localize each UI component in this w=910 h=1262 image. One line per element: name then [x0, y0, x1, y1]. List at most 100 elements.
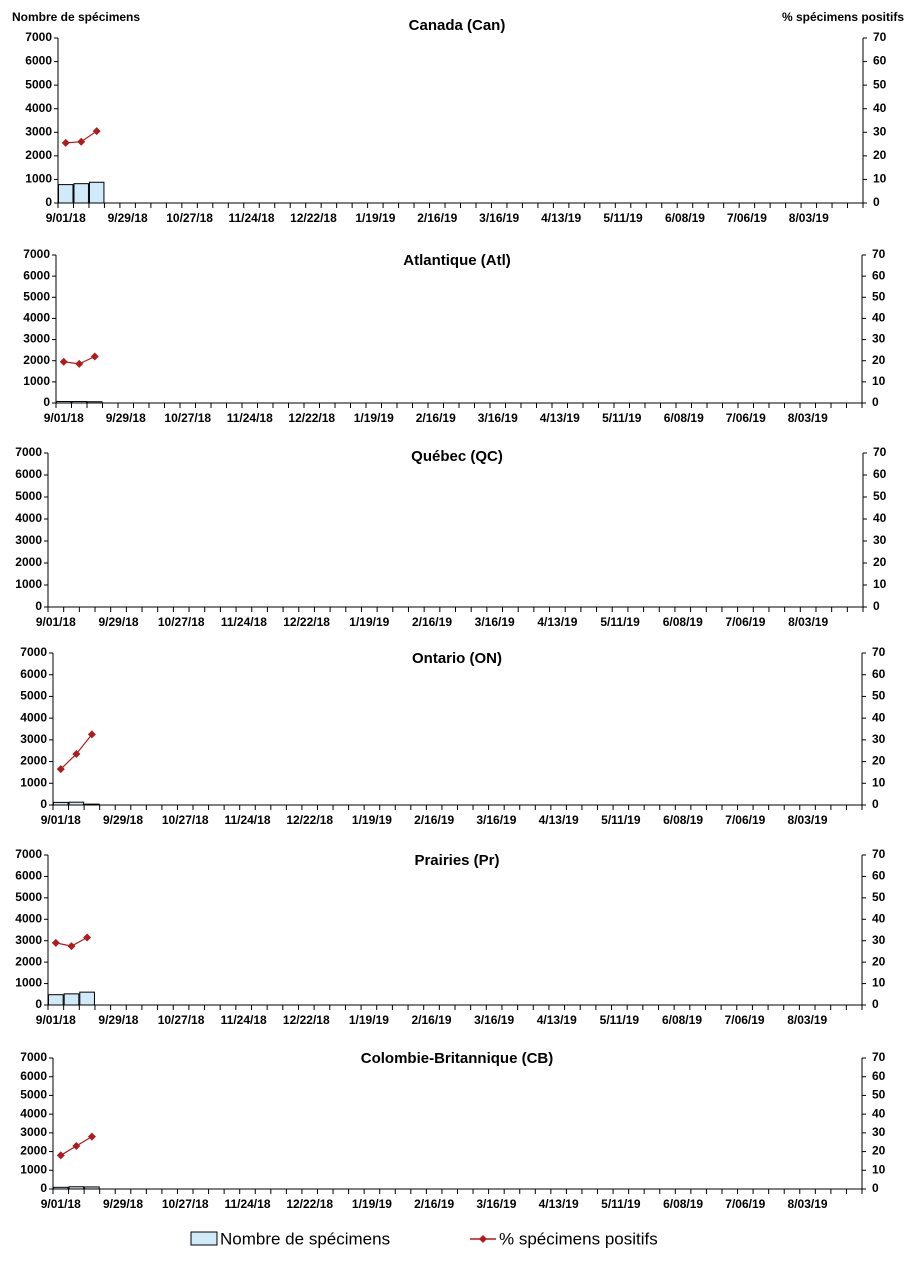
y-tick-label: 1000 — [15, 577, 42, 591]
chart-title: Ontario (ON) — [412, 650, 502, 667]
y2-axis-label: % spécimens positifs — [782, 10, 904, 24]
x-tick-label: 4/13/19 — [540, 411, 580, 425]
y2-tick-label: 20 — [873, 148, 887, 162]
x-tick-label: 7/06/19 — [726, 411, 766, 425]
x-tick-label: 1/19/19 — [355, 211, 395, 225]
x-tick-label: 11/24/18 — [221, 1013, 267, 1027]
y-tick-label: 0 — [43, 395, 50, 409]
y2-tick-label: 50 — [872, 1088, 886, 1102]
bar — [68, 801, 85, 806]
x-tick-label: 5/11/19 — [600, 1013, 640, 1027]
x-tick-label: 10/27/18 — [162, 1197, 209, 1211]
y2-tick-label: 0 — [872, 395, 879, 409]
y-tick-label: 0 — [40, 797, 47, 811]
x-tick-label: 8/03/19 — [788, 615, 828, 629]
x-tick-label: 5/11/19 — [600, 615, 640, 629]
x-tick-label: 4/13/19 — [539, 1197, 579, 1211]
x-tick-label: 6/08/19 — [663, 1197, 703, 1211]
y-tick-label: 0 — [35, 997, 42, 1011]
x-tick-label: 3/16/19 — [478, 411, 518, 425]
y-tick-label: 7000 — [23, 247, 50, 261]
x-tick-label: 9/29/18 — [106, 411, 146, 425]
y-tick-label: 0 — [35, 599, 42, 613]
y2-tick-label: 60 — [873, 467, 887, 481]
x-tick-label: 4/13/19 — [537, 1013, 577, 1027]
y2-tick-label: 40 — [872, 710, 886, 724]
y2-tick-label: 70 — [872, 847, 886, 861]
bar — [48, 994, 64, 1006]
y2-tick-label: 10 — [872, 374, 886, 388]
line-marker — [92, 127, 101, 136]
y-tick-label: 5000 — [15, 489, 42, 503]
y-tick-label: 0 — [40, 1181, 47, 1195]
x-tick-label: 11/24/18 — [224, 1197, 270, 1211]
y-tick-label: 6000 — [23, 268, 50, 282]
x-tick-label: 9/01/18 — [41, 813, 81, 827]
y-tick-label: 7000 — [20, 1050, 47, 1064]
x-tick-label: 9/29/18 — [103, 1197, 143, 1211]
y-tick-label: 5000 — [15, 890, 42, 904]
y-tick-label: 7000 — [15, 445, 42, 459]
x-tick-label: 12/22/18 — [286, 1197, 333, 1211]
y2-tick-label: 30 — [873, 533, 887, 547]
x-tick-label: 3/16/19 — [475, 615, 515, 629]
line-marker — [83, 933, 92, 942]
x-tick-label: 12/22/18 — [286, 813, 333, 827]
line-marker — [51, 938, 60, 947]
y2-tick-label: 20 — [873, 555, 887, 569]
line-marker — [72, 749, 81, 758]
y-tick-label: 6000 — [15, 467, 42, 481]
y2-tick-label: 40 — [873, 511, 887, 525]
x-tick-label: 9/01/18 — [44, 411, 84, 425]
bar — [88, 181, 105, 204]
bar — [79, 991, 95, 1006]
y2-tick-label: 40 — [872, 911, 886, 925]
y-tick-label: 6000 — [20, 667, 47, 681]
y-tick-label: 2000 — [25, 148, 52, 162]
chart-title: Canada (Can) — [409, 17, 506, 34]
x-tick-label: 6/08/19 — [663, 813, 703, 827]
x-tick-label: 12/22/18 — [290, 211, 337, 225]
y-tick-label: 2000 — [23, 353, 50, 367]
y2-tick-label: 70 — [873, 445, 887, 459]
y2-tick-label: 50 — [872, 689, 886, 703]
x-tick-label: 9/29/18 — [98, 1013, 138, 1027]
x-tick-label: 8/03/19 — [788, 813, 828, 827]
legend-swatch-marker — [479, 1235, 487, 1243]
bar — [63, 993, 80, 1006]
y2-tick-label: 30 — [872, 1125, 886, 1139]
x-tick-label: 7/06/19 — [725, 813, 765, 827]
x-tick-label: 9/01/18 — [46, 211, 86, 225]
y2-tick-label: 20 — [872, 754, 886, 768]
y2-tick-label: 60 — [872, 667, 886, 681]
y2-tick-label: 60 — [872, 869, 886, 883]
x-tick-label: 11/24/18 — [228, 211, 274, 225]
x-tick-label: 1/19/19 — [349, 615, 389, 629]
y2-tick-label: 0 — [873, 195, 880, 209]
y-tick-label: 7000 — [25, 30, 52, 44]
x-tick-label: 4/13/19 — [541, 211, 581, 225]
x-tick-label: 10/27/18 — [166, 211, 213, 225]
y2-tick-label: 0 — [872, 1181, 879, 1195]
bar — [84, 1186, 100, 1190]
x-tick-label: 10/27/18 — [162, 813, 209, 827]
line-marker — [87, 1132, 96, 1141]
y-tick-label: 1000 — [25, 172, 52, 186]
y2-tick-label: 20 — [872, 353, 886, 367]
y-tick-label: 4000 — [20, 710, 47, 724]
y-tick-label: 6000 — [20, 1069, 47, 1083]
bar — [53, 801, 69, 806]
y-tick-label: 3000 — [20, 732, 47, 746]
y2-tick-label: 20 — [872, 954, 886, 968]
y2-tick-label: 70 — [873, 30, 887, 44]
x-tick-label: 9/01/18 — [36, 615, 76, 629]
y2-tick-label: 60 — [873, 54, 887, 68]
bar — [73, 183, 89, 204]
x-tick-label: 12/22/18 — [283, 1013, 330, 1027]
x-tick-label: 2/16/19 — [417, 211, 457, 225]
x-tick-label: 5/11/19 — [601, 813, 641, 827]
y-tick-label: 6000 — [15, 869, 42, 883]
x-tick-label: 3/16/19 — [476, 1197, 516, 1211]
y-tick-label: 2000 — [15, 954, 42, 968]
